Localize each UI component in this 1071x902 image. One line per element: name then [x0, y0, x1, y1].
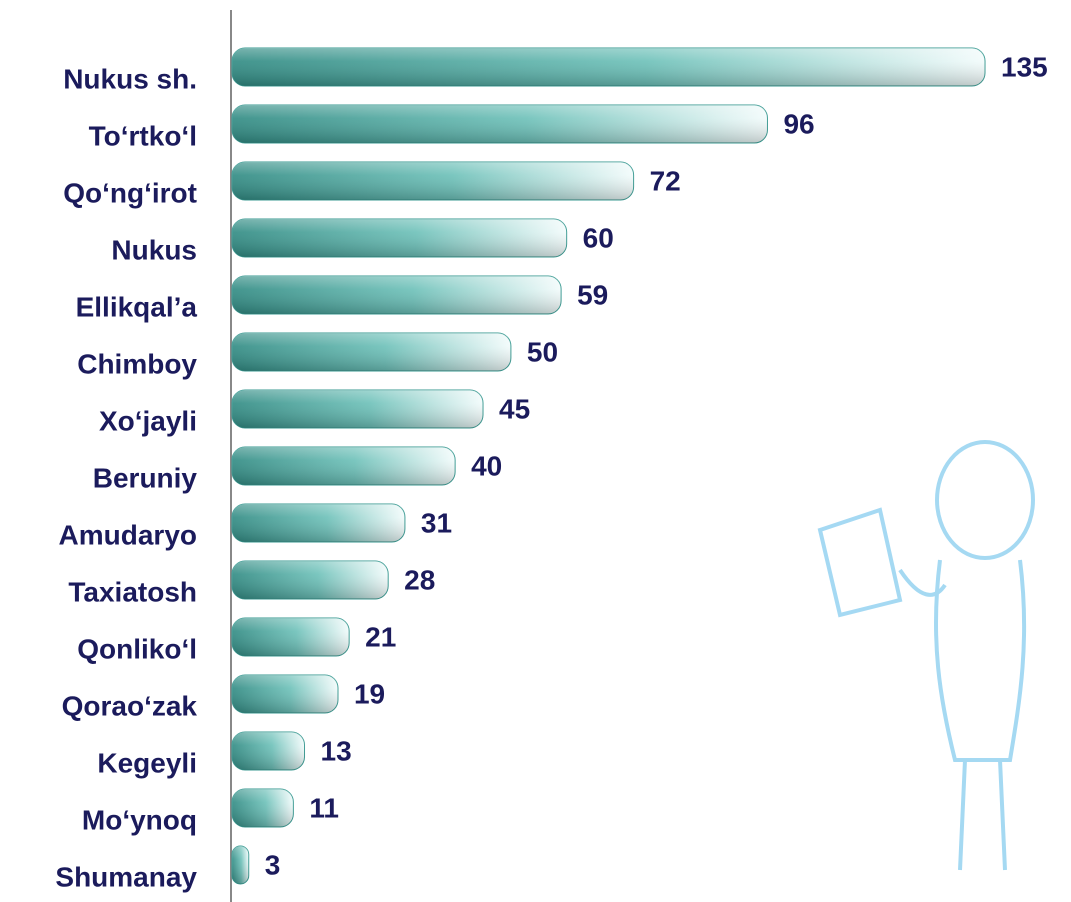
value-label: 19: [354, 678, 385, 709]
bar-shine: [232, 447, 456, 485]
value-label: 13: [321, 735, 352, 766]
value-label: 60: [583, 222, 614, 253]
category-label: Qo‘ng‘irot: [63, 177, 197, 208]
value-label: 96: [783, 108, 814, 139]
bar-shine: [232, 276, 562, 314]
value-label: 31: [421, 507, 452, 538]
bar-shine: [232, 504, 405, 542]
category-label: Shumanay: [55, 861, 197, 892]
category-label: Qonliko‘l: [77, 633, 197, 664]
value-label: 3: [265, 849, 281, 880]
value-label: 45: [499, 393, 530, 424]
bar-shine: [232, 162, 634, 200]
bar-shine: [232, 618, 350, 656]
category-label: To‘rtko‘l: [89, 120, 197, 151]
bar-shine: [232, 561, 389, 599]
value-label: 21: [365, 621, 396, 652]
category-label: Xo‘jayli: [99, 405, 197, 436]
value-label: 135: [1001, 51, 1048, 82]
category-label: Qorao‘zak: [62, 690, 198, 721]
category-label: Beruniy: [93, 462, 198, 493]
value-label: 40: [471, 450, 502, 481]
value-label: 72: [650, 165, 681, 196]
category-label: Chimboy: [77, 348, 197, 379]
bar-shine: [232, 789, 294, 827]
bar-shine: [232, 333, 511, 371]
category-label: Nukus sh.: [63, 63, 197, 94]
bar-shine: [232, 105, 768, 143]
bar-shine: [232, 675, 338, 713]
category-label: Ellikqal’a: [76, 291, 198, 322]
category-label: Nukus: [111, 234, 197, 265]
value-label: 11: [309, 792, 339, 823]
category-label: Kegeyli: [97, 747, 197, 778]
decoration-figure: [817, 440, 1035, 871]
value-label: 59: [577, 279, 608, 310]
value-label: 50: [527, 336, 558, 367]
bar-shine: [232, 219, 567, 257]
category-label: Amudaryo: [59, 519, 197, 550]
bar-shine: [232, 846, 249, 884]
value-label: 28: [404, 564, 435, 595]
bar-shine: [232, 48, 985, 86]
category-label: Taxiatosh: [68, 576, 197, 607]
bar-shine: [232, 390, 483, 428]
category-label: Mo‘ynoq: [82, 804, 197, 835]
bar-shine: [232, 732, 305, 770]
